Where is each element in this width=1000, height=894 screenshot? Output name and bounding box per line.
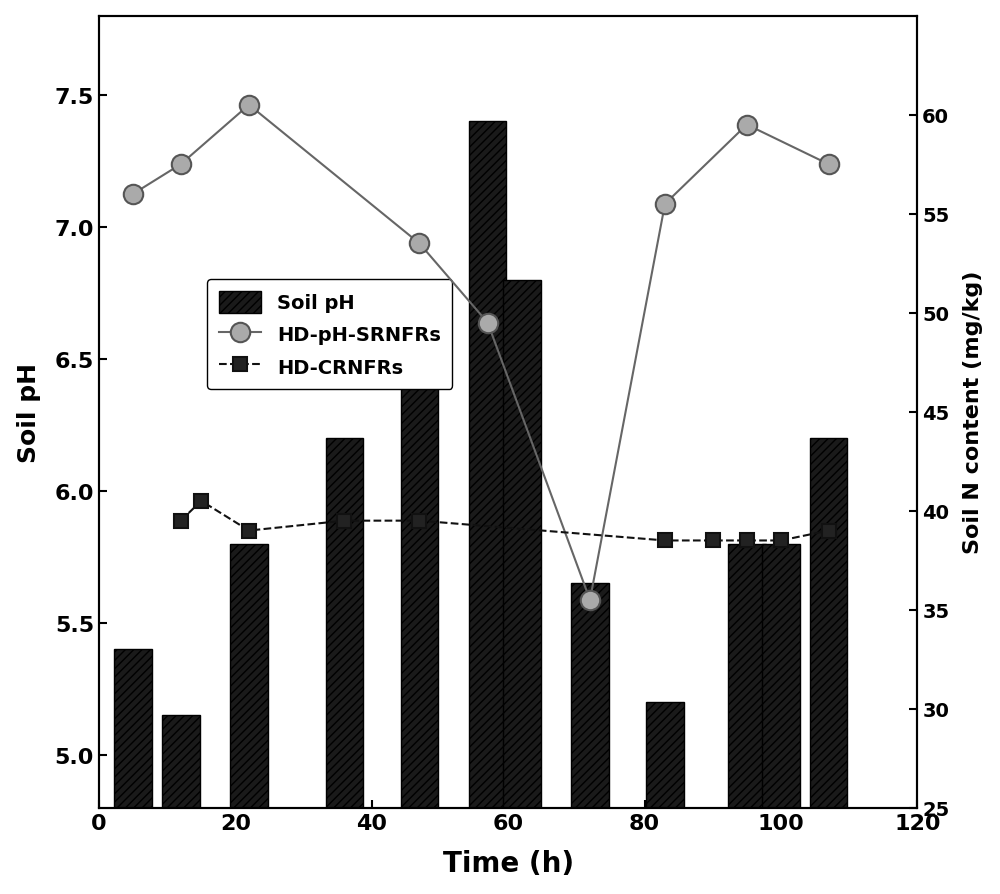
HD-pH-SRNFRs bbox=[482, 318, 494, 329]
Bar bbox=[503, 281, 541, 894]
X-axis label: Time (h): Time (h) bbox=[443, 849, 574, 877]
HD-pH-SRNFRs bbox=[659, 199, 671, 210]
Bar bbox=[326, 439, 363, 894]
HD-pH-SRNFRs bbox=[243, 100, 255, 111]
HD-CRNFRs bbox=[823, 526, 835, 536]
Bar bbox=[469, 122, 506, 894]
Bar bbox=[401, 281, 438, 894]
HD-pH-SRNFRs bbox=[584, 595, 596, 605]
Bar bbox=[646, 703, 684, 894]
HD-CRNFRs bbox=[659, 536, 671, 546]
HD-CRNFRs bbox=[338, 516, 350, 527]
HD-pH-SRNFRs bbox=[413, 239, 425, 249]
HD-CRNFRs bbox=[243, 526, 255, 536]
Bar bbox=[810, 439, 847, 894]
Bar bbox=[571, 584, 609, 894]
Bar bbox=[230, 544, 268, 894]
Y-axis label: Soil N content (mg/kg): Soil N content (mg/kg) bbox=[963, 271, 983, 553]
Line: HD-pH-SRNFRs: HD-pH-SRNFRs bbox=[123, 96, 838, 610]
HD-pH-SRNFRs bbox=[175, 160, 187, 171]
HD-CRNFRs bbox=[175, 516, 187, 527]
HD-pH-SRNFRs bbox=[823, 160, 835, 171]
HD-CRNFRs bbox=[413, 516, 425, 527]
HD-CRNFRs bbox=[775, 536, 787, 546]
HD-CRNFRs bbox=[741, 536, 753, 546]
Bar bbox=[728, 544, 766, 894]
HD-pH-SRNFRs bbox=[741, 120, 753, 131]
HD-CRNFRs bbox=[707, 536, 719, 546]
Legend: Soil pH, HD-pH-SRNFRs, HD-CRNFRs: Soil pH, HD-pH-SRNFRs, HD-CRNFRs bbox=[207, 280, 452, 390]
HD-CRNFRs bbox=[195, 496, 207, 507]
Line: HD-CRNFRs: HD-CRNFRs bbox=[174, 494, 836, 548]
Bar bbox=[762, 544, 800, 894]
Y-axis label: Soil pH: Soil pH bbox=[17, 362, 41, 462]
Bar bbox=[114, 650, 152, 894]
HD-pH-SRNFRs bbox=[127, 190, 139, 200]
Bar bbox=[162, 715, 200, 894]
